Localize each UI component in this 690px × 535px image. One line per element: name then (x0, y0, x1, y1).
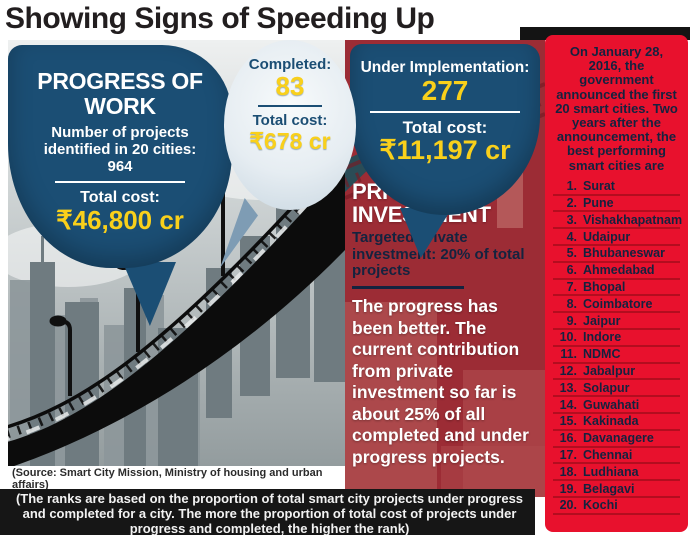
city-rank: 7. (566, 280, 577, 294)
city-row: 9. Jaipur (553, 313, 680, 330)
city-name: Kakinada (583, 414, 639, 429)
city-name: Solapur (583, 380, 630, 395)
under-implementation-value: 277 (421, 75, 469, 106)
city-row: 11. NDMC (553, 347, 680, 364)
city-rank: 17. (559, 447, 577, 462)
under-implementation-total-cost-value: ₹11,197 cr (379, 135, 511, 165)
city-row: 17. Chennai (553, 448, 680, 465)
completed-bubble: Completed: 83 Total cost: ₹678 cr (224, 40, 356, 210)
city-rank: 13. (559, 380, 577, 395)
rank-methodology-note: (The ranks are based on the proportion o… (0, 489, 535, 535)
city-name: Davanagere (583, 431, 654, 446)
city-rank: 8. (566, 296, 577, 311)
city-name: Coimbatore (583, 296, 653, 311)
city-row: 7. Bhopal (553, 280, 680, 297)
page-title: Showing Signs of Speeding Up (5, 2, 435, 35)
city-row: 8. Coimbatore (553, 296, 680, 314)
smart-cities-sidebar: On January 28, 2016, the government anno… (545, 35, 688, 532)
city-rank: 18. (559, 464, 577, 479)
completed-value: 83 (275, 71, 305, 101)
city-rank: 20. (559, 498, 577, 513)
city-rank: 5. (566, 246, 577, 261)
city-rank-list: 1. Surat 2. Pune 3. Vishakhapatnam 4. Udaipu… (553, 179, 683, 515)
city-rank: 12. (559, 363, 577, 378)
city-name: Indore (583, 330, 622, 345)
city-rank: 19. (559, 481, 577, 496)
city-name: Guwahati (583, 397, 640, 412)
city-rank: 1. (566, 179, 577, 194)
city-row: 15. Kakinada (553, 414, 680, 431)
city-name: Chennai (583, 447, 633, 462)
private-investment-body: The progress has been better. The curren… (352, 296, 529, 467)
progress-of-work-heading: PROGRESS OF WORK (37, 68, 203, 119)
city-row: 3. Vishakhapatnam (553, 212, 683, 230)
city-rank: 4. (566, 229, 577, 244)
completed-total-cost-label: Total cost: (252, 112, 328, 129)
city-rank: 6. (566, 263, 577, 278)
under-implementation-divider (370, 111, 520, 113)
city-name: Pune (583, 196, 614, 211)
city-row: 6. Ahmedabad (553, 263, 680, 280)
progress-total-cost-value: ₹46,800 cr (56, 205, 184, 235)
city-rank: 14. (559, 397, 577, 412)
city-name: Ludhiana (583, 464, 639, 479)
city-row: 12. Jabalpur (553, 364, 680, 381)
under-implementation-total-cost-label: Total cost: (402, 118, 488, 137)
city-row: 20. Kochi (553, 498, 680, 515)
city-rank: 10. (559, 330, 577, 345)
progress-of-work-divider (55, 181, 185, 183)
completed-divider (258, 105, 322, 107)
city-name: Kochi (583, 498, 618, 513)
under-implementation-bubble: Under Implementation: 277 Total cost: ₹1… (350, 44, 540, 215)
city-row: 2. Pune (553, 196, 680, 213)
city-rank: 15. (559, 414, 577, 429)
city-row: 1. Surat (553, 179, 680, 196)
city-rank: 3. (566, 212, 577, 227)
city-name: Surat (583, 179, 615, 194)
city-row: 13. Solapur (553, 380, 680, 398)
progress-of-work-bubble: PROGRESS OF WORK Number of projects iden… (8, 45, 232, 268)
city-row: 5. Bhubaneswar (553, 246, 680, 263)
city-name: Bhubaneswar (583, 246, 665, 261)
city-rank: 2. (566, 196, 577, 211)
city-name: Jabalpur (583, 363, 636, 378)
private-investment-divider (352, 286, 464, 289)
private-investment-target: Targeted private investment: 20% of tota… (352, 229, 525, 279)
city-row: 18. Ludhiana (553, 464, 680, 482)
city-rank: 9. (566, 313, 577, 328)
city-row: 4. Udaipur (553, 229, 680, 247)
city-name: Jaipur (583, 313, 621, 328)
city-name: NDMC (583, 347, 621, 362)
completed-label: Completed: (248, 56, 332, 73)
sidebar-intro-text: On January 28, 2016, the government anno… (555, 44, 678, 173)
under-implementation-label: Under Implementation: (360, 59, 530, 76)
city-rank: 11. (560, 347, 577, 362)
progress-of-work-subtext: Number of projects identified in 20 citi… (43, 124, 197, 175)
city-name: Ahmedabad (583, 263, 655, 278)
source-note: (Source: Smart City Mission, Ministry of… (12, 467, 323, 491)
city-name: Belagavi (583, 481, 635, 496)
city-row: 14. Guwahati (553, 397, 680, 414)
completed-total-cost-value: ₹678 cr (249, 128, 331, 154)
city-name: Vishakhapatnam (583, 212, 683, 227)
city-row: 16. Davanagere (553, 431, 680, 448)
city-rank: 16. (559, 431, 577, 446)
progress-total-cost-label: Total cost: (80, 189, 160, 206)
city-name: Udaipur (583, 229, 631, 244)
city-row: 19. Belagavi (553, 481, 680, 498)
city-name: Bhopal (583, 280, 626, 294)
city-row: 10. Indore (553, 330, 680, 347)
